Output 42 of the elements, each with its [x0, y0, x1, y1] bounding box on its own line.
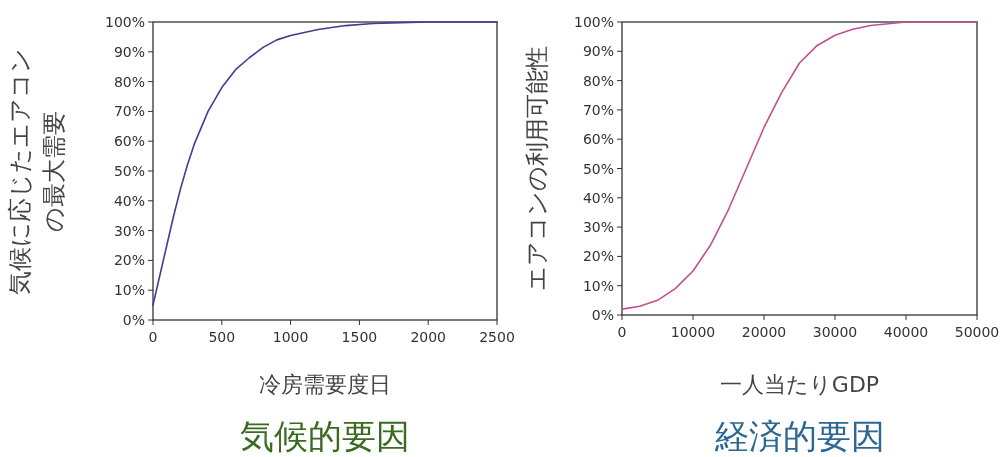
y-tick-label: 0% [591, 307, 614, 323]
y-tick-label: 20% [113, 252, 145, 269]
x-tick-label: 2500 [479, 329, 515, 345]
text: 経済的要因 [713, 416, 885, 456]
x-tick-label: 500 [208, 329, 236, 345]
y-tick-label: 10% [582, 277, 614, 294]
y-tick-label: 50% [113, 163, 145, 179]
y-axis-title: エアコンの利用可能性 [523, 46, 551, 291]
y-tick-label: 40% [582, 189, 614, 206]
y-tick-label: 40% [113, 192, 145, 209]
x-tick-label: 10000 [670, 324, 716, 340]
x-tick-label: 20000 [741, 324, 787, 340]
y-tick-label: 70% [113, 103, 145, 120]
x-tick-label: 1000 [272, 329, 309, 345]
x-tick-label: 30000 [812, 324, 858, 340]
x-tick-label: 1500 [341, 329, 378, 345]
x-axis-title: 冷房需要度日 [259, 372, 391, 397]
x-axis-title: 一人当たりGDP [719, 372, 880, 397]
y-tick-label: 100% [573, 14, 614, 30]
x-tick-label: 50000 [954, 324, 1000, 340]
y-tick-label: 90% [582, 43, 614, 60]
y-tick-label: 20% [582, 248, 614, 265]
x-tick-label: 40000 [883, 324, 929, 340]
y-tick-label: 100% [104, 14, 145, 30]
y-tick-label: 60% [582, 131, 614, 148]
y-tick-label: 90% [113, 43, 145, 60]
x-tick-label: 0 [148, 329, 158, 345]
line-series [621, 21, 978, 310]
y-tick-label: 70% [582, 101, 614, 118]
y-tick-label: 10% [113, 282, 145, 299]
y-tick-label: 0% [122, 312, 145, 328]
y-tick-label: 50% [582, 160, 614, 177]
y-tick-label: 60% [113, 133, 145, 150]
y-tick-label: 30% [113, 222, 145, 239]
y-axis-title: 気候に応じたエアコンの最大需要 [6, 47, 68, 295]
x-tick-label: 0 [617, 324, 627, 340]
y-tick-label: 30% [582, 219, 614, 236]
text: 気候的要因 [240, 416, 410, 456]
y-tick-label: 80% [113, 73, 145, 90]
line-series [152, 21, 498, 306]
y-tick-label: 80% [582, 72, 614, 89]
x-tick-label: 2000 [410, 329, 447, 345]
